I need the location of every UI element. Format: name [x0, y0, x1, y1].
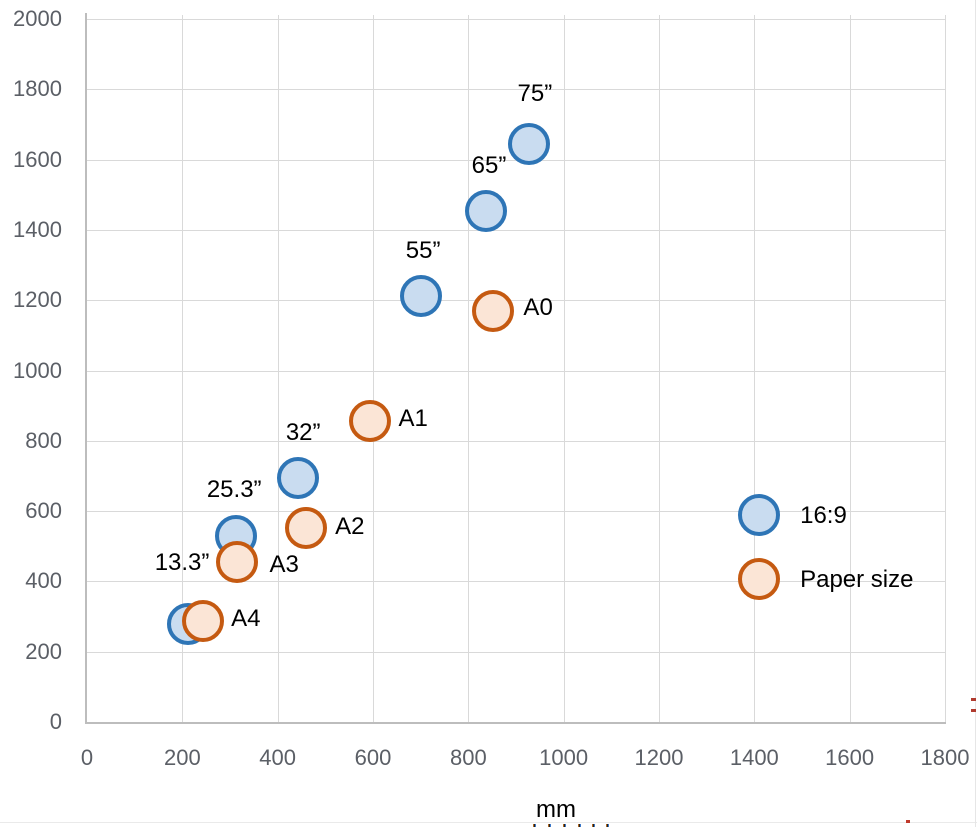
marker-paper-size-a0[interactable]	[472, 290, 515, 333]
point-label-a0: A0	[523, 294, 553, 322]
bottom-separator-line	[0, 822, 977, 823]
x-tick-label-600: 600	[354, 745, 392, 770]
x-tick-label-1000: 1000	[539, 745, 589, 770]
y-tick-label-2000: 2000	[13, 6, 62, 31]
x-axis-line	[85, 722, 946, 724]
cutoff-text-mark	[578, 824, 581, 827]
y-tick-label-1800: 1800	[13, 76, 62, 102]
gridline-y-600	[87, 511, 945, 513]
point-label-a2: A2	[335, 512, 365, 540]
marker-16-9-55[interactable]	[400, 275, 443, 318]
x-tick-label-1800: 1800	[920, 745, 970, 770]
gridline-x-400	[277, 15, 279, 723]
marker-16-9-65[interactable]	[464, 189, 507, 232]
gridline-x-1000	[563, 15, 565, 723]
point-label-32: 32”	[285, 419, 321, 447]
cutoff-text-mark	[606, 824, 609, 827]
x-tick-label-400: 400	[259, 745, 297, 770]
right-edge-line	[975, 0, 976, 827]
y-tick-label-800: 800	[25, 427, 62, 453]
legend-label-16-9: 16:9	[800, 501, 847, 529]
y-tick-label-1200: 1200	[13, 287, 62, 313]
cutoff-text-mark	[533, 824, 536, 827]
y-tick-label-200: 200	[25, 638, 62, 664]
y-tick-label-1400: 1400	[13, 216, 62, 242]
gridline-x-1600	[849, 15, 851, 723]
x-axis-title: mm	[536, 796, 576, 823]
y-tick-label-400: 400	[25, 568, 62, 594]
point-label-a4: A4	[231, 605, 261, 633]
gridline-y-1000	[87, 370, 945, 372]
y-tick-label-0: 0	[49, 709, 62, 734]
marker-16-9-75[interactable]	[507, 123, 550, 166]
cutoff-text-mark	[563, 824, 566, 827]
x-tick-label-200: 200	[163, 745, 201, 770]
gridline-y-400	[87, 581, 945, 583]
marker-16-9-32[interactable]	[277, 457, 320, 500]
marker-paper-size-a4[interactable]	[181, 600, 224, 643]
y-tick-label-1000: 1000	[13, 357, 62, 383]
x-tick-label-1400: 1400	[729, 745, 779, 770]
legend-marker-16-9[interactable]	[738, 493, 781, 536]
y-axis-line	[85, 13, 87, 724]
x-tick-label-1600: 1600	[825, 745, 875, 770]
cutoff-text-mark	[548, 824, 551, 827]
gridline-x-1200	[659, 15, 660, 723]
marker-paper-size-a3[interactable]	[216, 541, 259, 584]
x-tick-label-0: 0	[80, 745, 94, 770]
legend-marker-paper-size[interactable]	[738, 557, 781, 600]
cutoff-text-mark	[592, 824, 595, 827]
gridline-x-600	[373, 15, 374, 723]
marker-paper-size-a2[interactable]	[284, 506, 327, 549]
point-label-65: 65”	[471, 151, 507, 179]
x-tick-label-1200: 1200	[634, 745, 684, 770]
point-label-55: 55”	[405, 237, 441, 265]
red-edge-mark	[906, 820, 910, 823]
x-tick-label-800: 800	[449, 745, 487, 770]
point-label-a1: A1	[398, 405, 428, 433]
gridline-x-800	[468, 15, 470, 723]
gridline-y-800	[87, 440, 945, 442]
red-edge-mark	[971, 698, 976, 701]
gridline-x-1400	[754, 15, 756, 723]
gridline-x-1800	[945, 15, 946, 723]
gridline-y-1800	[87, 89, 945, 91]
point-label-13-3: 13.3”	[154, 548, 210, 576]
point-label-25-3: 25.3”	[206, 475, 262, 503]
gridline-y-200	[87, 651, 945, 653]
gridline-y-1200	[87, 300, 945, 302]
point-label-75: 75”	[517, 80, 553, 108]
legend-label-paper-size: Paper size	[800, 565, 914, 593]
marker-paper-size-a1[interactable]	[349, 400, 392, 443]
y-tick-label-1600: 1600	[13, 146, 62, 172]
point-label-a3: A3	[269, 551, 299, 579]
gridline-y-1400	[87, 229, 945, 231]
red-edge-mark	[971, 709, 976, 712]
gridline-y-2000	[87, 19, 945, 20]
y-tick-label-600: 600	[25, 498, 62, 524]
gridline-x-200	[182, 15, 184, 723]
